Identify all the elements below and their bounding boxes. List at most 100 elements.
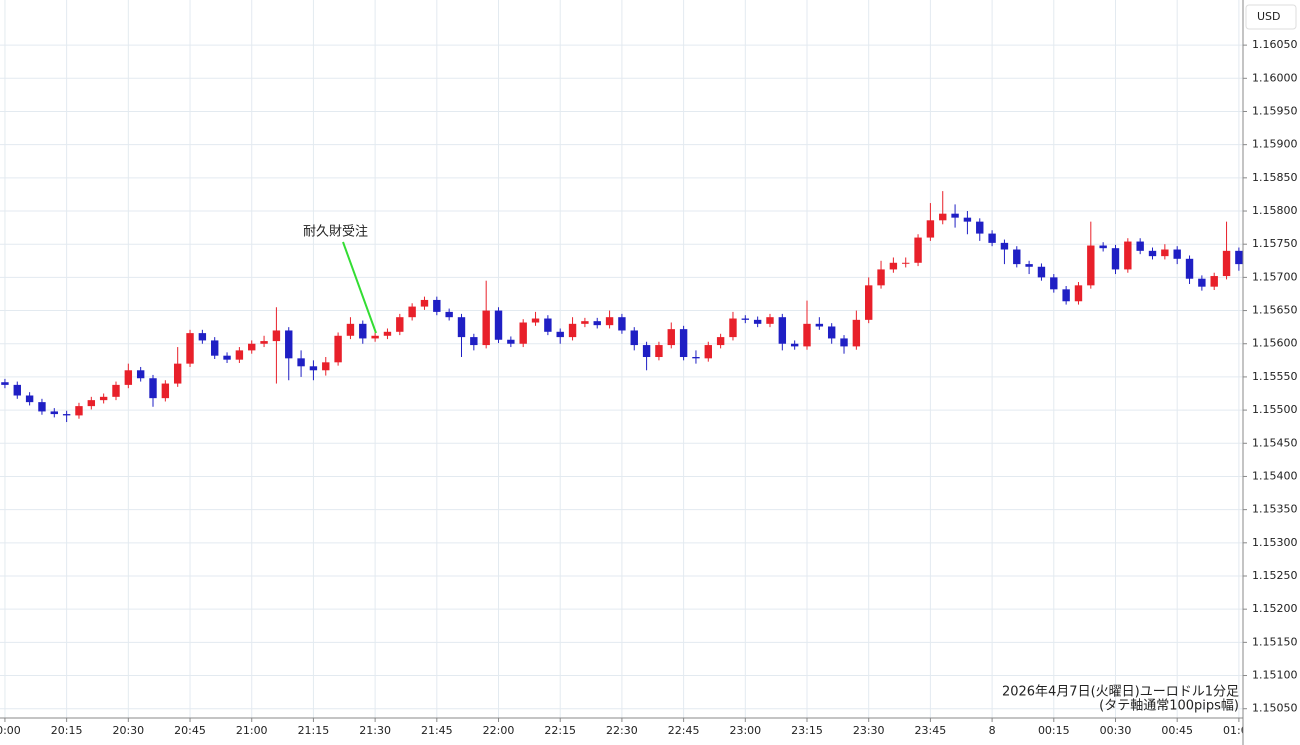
- candle-body: [173, 363, 182, 384]
- candle-body: [519, 322, 527, 344]
- candle-body: [507, 339, 515, 344]
- candle-body: [1, 382, 9, 385]
- candle-body: [544, 318, 552, 332]
- candle-body: [630, 330, 638, 346]
- x-tick-label: 23:45: [915, 724, 947, 737]
- y-tick-label: 1.15450: [1252, 436, 1298, 449]
- candle-body: [988, 233, 996, 243]
- candle-body: [1148, 250, 1157, 257]
- candle-body: [642, 345, 651, 358]
- x-tick-label: 23:30: [853, 724, 885, 737]
- y-tick-label: 1.15750: [1252, 237, 1298, 250]
- candle-body: [383, 331, 392, 336]
- candle-body: [186, 333, 194, 364]
- y-tick-label: 1.15050: [1252, 702, 1298, 715]
- candle-body: [1185, 258, 1194, 279]
- candle-body: [322, 362, 330, 371]
- caption: 2026年4月7日(火曜日)ユーロドル1分足: [1002, 685, 1239, 700]
- candle-body: [692, 357, 700, 359]
- x-tick-label: 20:00: [0, 724, 21, 737]
- x-tick-label: 21:15: [298, 724, 330, 737]
- candle-body: [753, 319, 762, 324]
- candle-body: [1235, 250, 1243, 265]
- x-tick-label: 21:30: [359, 724, 391, 737]
- y-tick-label: 1.15800: [1252, 204, 1298, 217]
- x-tick-label: 23:15: [791, 724, 823, 737]
- y-tick-label: 1.16050: [1252, 38, 1298, 51]
- candle-body: [87, 400, 96, 407]
- y-tick-label: 1.15950: [1252, 104, 1298, 117]
- candle-body: [235, 350, 244, 360]
- x-tick-label: 20:15: [51, 724, 83, 737]
- x-tick-label: 22:45: [668, 724, 700, 737]
- candle-body: [260, 341, 268, 344]
- candle-body: [13, 384, 21, 396]
- currency: USD: [1257, 10, 1281, 23]
- annotation-arrow: [342, 241, 377, 334]
- candle-body: [926, 220, 935, 238]
- candle-body: [1198, 278, 1206, 287]
- candle-body: [359, 323, 367, 339]
- candle-body: [951, 213, 959, 218]
- candle-body: [408, 306, 416, 318]
- candle-body: [531, 318, 540, 323]
- currency-box: [1245, 4, 1297, 30]
- x-tick-label: 20:45: [174, 724, 206, 737]
- candle-body: [223, 355, 231, 360]
- candle-body: [778, 317, 787, 344]
- candle-body: [1062, 289, 1070, 302]
- candle-body: [1173, 249, 1181, 259]
- candle-body: [482, 310, 490, 346]
- candle-body: [815, 323, 824, 327]
- x-tick-label: 21:00: [236, 724, 268, 737]
- y-tick-label: 1.15900: [1252, 138, 1298, 151]
- y-tick-label: 1.15100: [1252, 669, 1298, 682]
- candle-body: [1111, 248, 1120, 270]
- y-tick-label: 1.15300: [1252, 536, 1298, 549]
- candle-body: [1025, 264, 1033, 267]
- candle-body: [864, 285, 873, 320]
- x-tick-label: 00:30: [1100, 724, 1132, 737]
- candle-body: [285, 330, 293, 359]
- candle-body: [840, 338, 848, 347]
- candle-body: [99, 396, 108, 401]
- candle-body: [38, 402, 46, 412]
- y-tick-label: 1.15650: [1252, 304, 1298, 317]
- candle-body: [272, 330, 281, 342]
- candle-body: [667, 329, 675, 346]
- candle-body: [334, 335, 342, 363]
- x-tick-label: 20:30: [112, 724, 144, 737]
- candle-body: [618, 317, 626, 331]
- x-tick-label: 21:45: [421, 724, 453, 737]
- candle-body: [827, 326, 836, 339]
- candle-body: [396, 317, 404, 332]
- candle-body: [605, 317, 614, 326]
- candle-body: [679, 329, 688, 358]
- y-tick-label: 1.15850: [1252, 171, 1298, 184]
- candle-body: [1037, 266, 1046, 278]
- x-tick-label: 22:00: [483, 724, 515, 737]
- candle-body: [593, 321, 601, 326]
- candles: [1, 191, 1243, 423]
- candle-body: [889, 262, 898, 270]
- candle-body: [803, 323, 811, 347]
- x-tick-label: 00:45: [1161, 724, 1193, 737]
- candle-body: [1074, 285, 1083, 302]
- candle-body: [297, 358, 305, 367]
- candle-body: [1124, 241, 1132, 270]
- candle-body: [741, 318, 750, 320]
- candle-body: [433, 299, 441, 312]
- candle-body: [62, 414, 71, 416]
- candle-body: [704, 345, 712, 359]
- candle-body: [914, 237, 922, 263]
- candle-body: [470, 337, 478, 346]
- candle-body: [420, 299, 429, 307]
- caption: (タテ軸通常100pips幅): [1099, 699, 1239, 714]
- x-tick-label: 01:00: [1223, 724, 1255, 737]
- candle-body: [1000, 242, 1009, 250]
- candle-body: [1136, 241, 1144, 251]
- candle-body: [457, 317, 466, 338]
- candle-body: [976, 221, 984, 234]
- y-tick-label: 1.16000: [1252, 71, 1298, 84]
- candle-body: [75, 406, 83, 416]
